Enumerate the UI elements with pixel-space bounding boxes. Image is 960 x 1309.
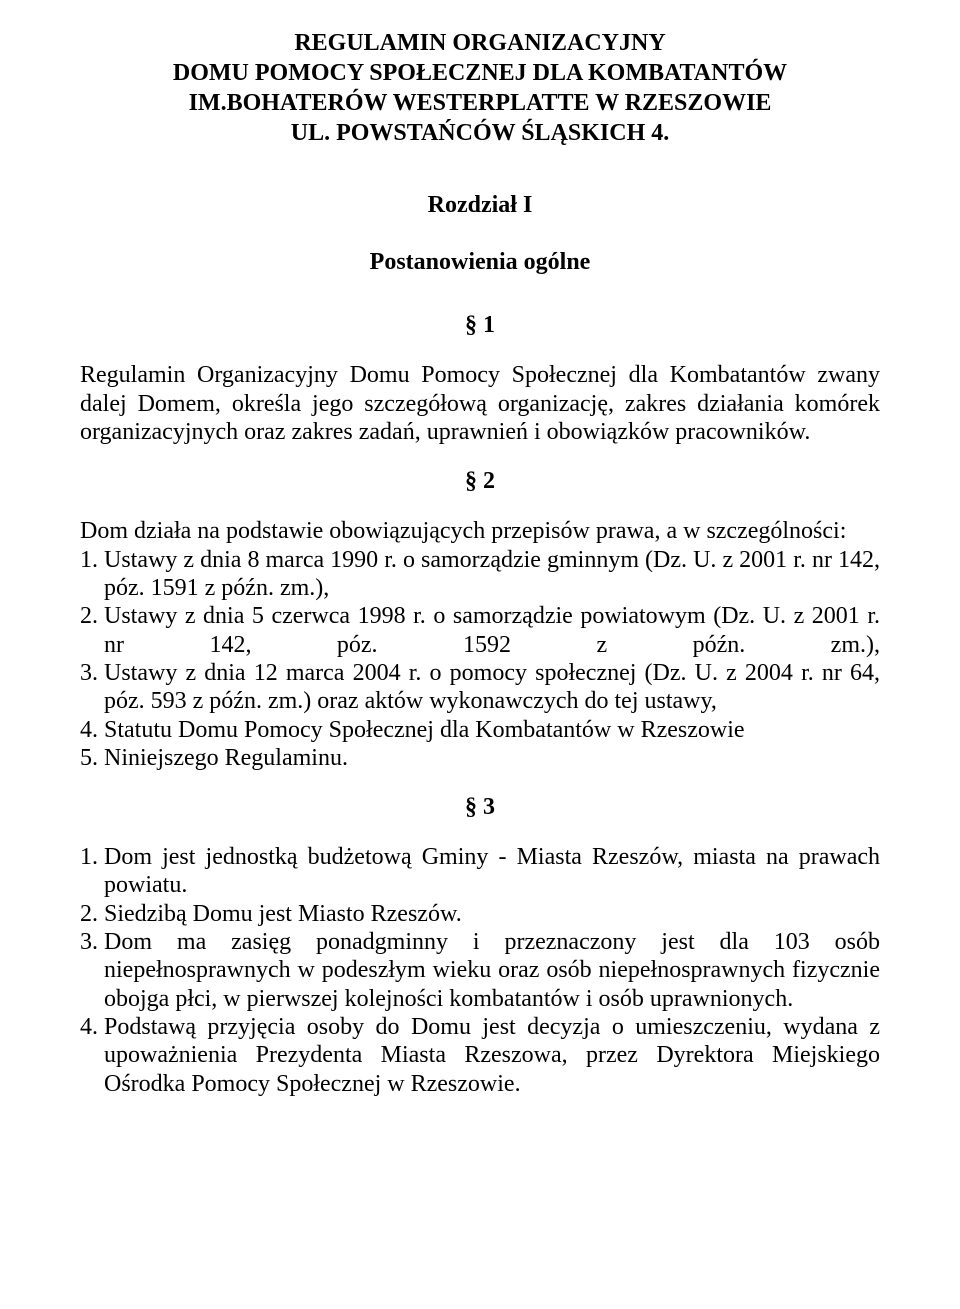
list-number: 4.: [80, 1013, 104, 1098]
section-2-intro: Dom działa na podstawie obowiązujących p…: [80, 517, 880, 545]
chapter-heading: Rozdział I Postanowienia ogólne: [80, 190, 880, 278]
document-title: REGULAMIN ORGANIZACYJNY DOMU POMOCY SPOŁ…: [80, 28, 880, 148]
chapter-number: Rozdział I: [80, 190, 880, 221]
list-text: Statutu Domu Pomocy Społecznej dla Komba…: [104, 716, 880, 744]
title-line-3: IM.BOHATERÓW WESTERPLATTE W RZESZOWIE: [80, 88, 880, 118]
list-item: 4. Podstawą przyjęcia osoby do Domu jest…: [80, 1013, 880, 1098]
list-number: 4.: [80, 716, 104, 744]
title-line-1: REGULAMIN ORGANIZACYJNY: [80, 28, 880, 58]
list-text: Siedzibą Domu jest Miasto Rzeszów.: [104, 900, 880, 928]
section-3-mark: § 3: [80, 794, 880, 821]
list-item: 2. Ustawy z dnia 5 czerwca 1998 r. o sam…: [80, 602, 880, 659]
list-item: 5. Niniejszego Regulaminu.: [80, 744, 880, 772]
list-text: Ustawy z dnia 12 marca 2004 r. o pomocy …: [104, 659, 880, 716]
list-text: Dom ma zasięg ponadgminny i przeznaczony…: [104, 928, 880, 1013]
list-text: Ustawy z dnia 8 marca 1990 r. o samorząd…: [104, 546, 880, 603]
list-item: 2. Siedzibą Domu jest Miasto Rzeszów.: [80, 900, 880, 928]
section-2-list: 1. Ustawy z dnia 8 marca 1990 r. o samor…: [80, 546, 880, 773]
list-number: 2.: [80, 900, 104, 928]
chapter-title: Postanowienia ogólne: [80, 247, 880, 278]
list-text: Ustawy z dnia 5 czerwca 1998 r. o samorz…: [104, 602, 880, 659]
list-item: 1. Dom jest jednostką budżetową Gminy - …: [80, 843, 880, 900]
list-item: 1. Ustawy z dnia 8 marca 1990 r. o samor…: [80, 546, 880, 603]
list-number: 3.: [80, 659, 104, 716]
list-number: 2.: [80, 602, 104, 659]
list-text: Niniejszego Regulaminu.: [104, 744, 880, 772]
list-number: 1.: [80, 843, 104, 900]
section-1-mark: § 1: [80, 312, 880, 339]
list-item: 3. Dom ma zasięg ponadgminny i przeznacz…: [80, 928, 880, 1013]
list-number: 3.: [80, 928, 104, 1013]
section-3-list: 1. Dom jest jednostką budżetową Gminy - …: [80, 843, 880, 1098]
list-number: 5.: [80, 744, 104, 772]
list-text: Dom jest jednostką budżetową Gminy - Mia…: [104, 843, 880, 900]
title-line-4: UL. POWSTAŃCÓW ŚLĄSKICH 4.: [80, 118, 880, 148]
list-item: 4. Statutu Domu Pomocy Społecznej dla Ko…: [80, 716, 880, 744]
list-item: 3. Ustawy z dnia 12 marca 2004 r. o pomo…: [80, 659, 880, 716]
title-line-2: DOMU POMOCY SPOŁECZNEJ DLA KOMBATANTÓW: [80, 58, 880, 88]
section-1-text: Regulamin Organizacyjny Domu Pomocy Społ…: [80, 361, 880, 446]
list-number: 1.: [80, 546, 104, 603]
section-2-mark: § 2: [80, 468, 880, 495]
list-text: Podstawą przyjęcia osoby do Domu jest de…: [104, 1013, 880, 1098]
